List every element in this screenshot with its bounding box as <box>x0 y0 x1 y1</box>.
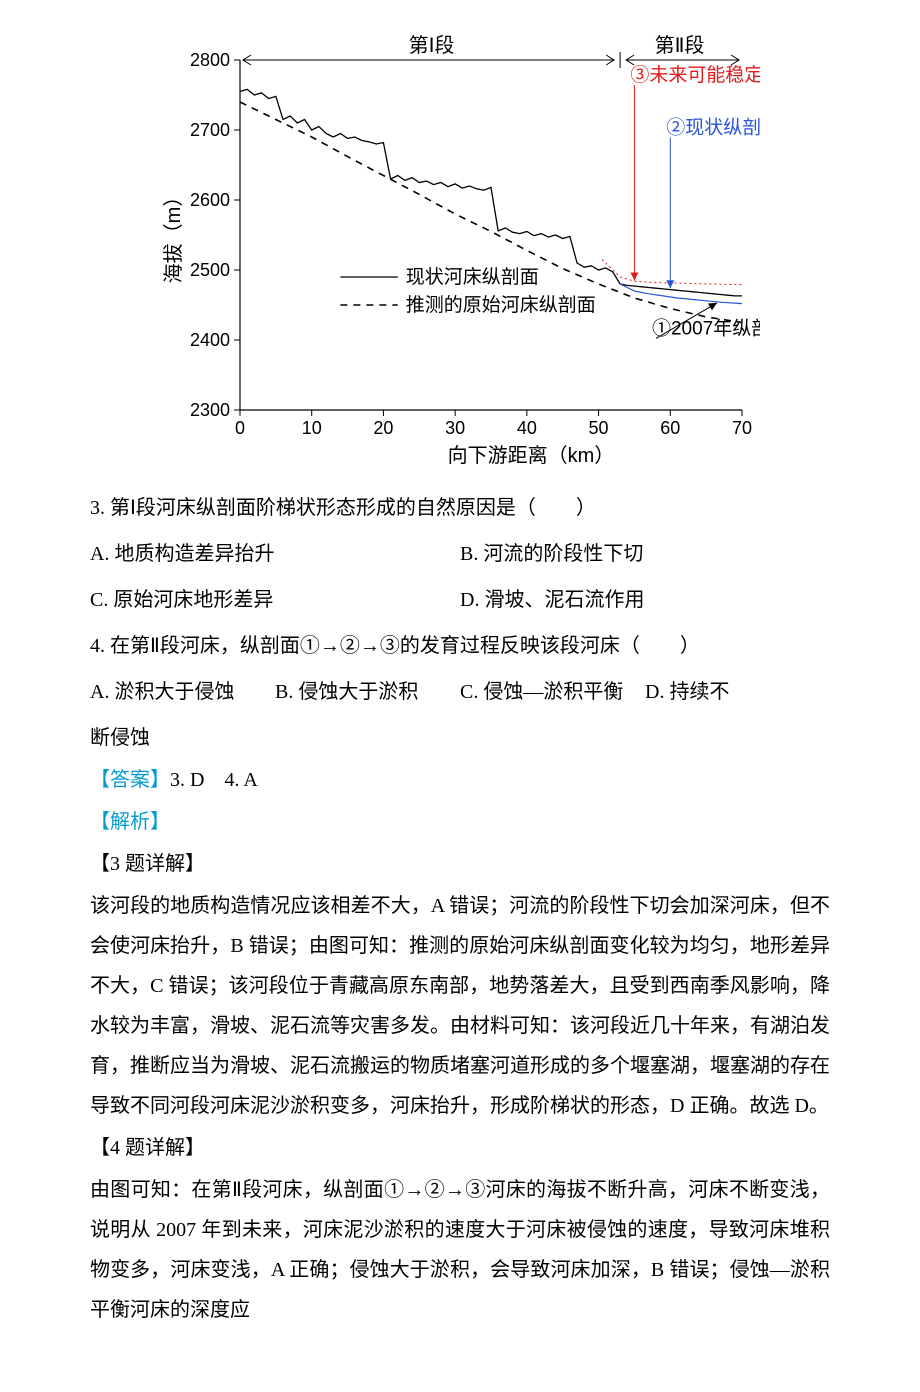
analysis-label: 【解析】 <box>90 802 830 842</box>
svg-text:2700: 2700 <box>190 120 230 140</box>
q4-opt-d-wrap: 断侵蚀 <box>90 718 830 758</box>
svg-text:现状河床纵剖面: 现状河床纵剖面 <box>406 266 539 288</box>
svg-text:2800: 2800 <box>190 50 230 70</box>
svg-text:海拔（m）: 海拔（m） <box>162 187 185 284</box>
detail4-title: 【4 题详解】 <box>90 1128 830 1168</box>
svg-text:2300: 2300 <box>190 400 230 420</box>
q4-opt-d: D. 持续不 <box>645 672 830 712</box>
detail3-para: 该河段的地质构造情况应该相差不大，A 错误；河流的阶段性下切会加深河床，但不会使… <box>90 886 830 1126</box>
q3-opt-a: A. 地质构造差异抬升 <box>90 534 460 574</box>
q4-opt-a: A. 淤积大于侵蚀 <box>90 672 275 712</box>
svg-text:0: 0 <box>235 418 245 438</box>
svg-text:10: 10 <box>302 418 322 438</box>
svg-text:2600: 2600 <box>190 190 230 210</box>
q4-opt-b: B. 侵蚀大于淤积 <box>275 672 460 712</box>
svg-text:向下游距离（km）: 向下游距离（km） <box>448 444 615 467</box>
svg-text:40: 40 <box>517 418 537 438</box>
q4-stem: 4. 在第Ⅱ段河床，纵剖面①→②→③的发育过程反映该段河床（ ） <box>90 626 830 666</box>
q4-options: A. 淤积大于侵蚀 B. 侵蚀大于淤积 C. 侵蚀—淤积平衡 D. 持续不 <box>90 672 830 712</box>
svg-text:60: 60 <box>660 418 680 438</box>
svg-text:③未来可能稳定状态纵剖面: ③未来可能稳定状态纵剖面 <box>630 64 760 86</box>
river-profile-chart: 0 10 20 30 40 50 60 70 2300 2400 2500 2600 2700 2800 向… <box>160 30 760 470</box>
q3-options-2: C. 原始河床地形差异 D. 滑坡、泥石流作用 <box>90 580 830 620</box>
detail3-title: 【3 题详解】 <box>90 844 830 884</box>
detail4-para: 由图可知：在第Ⅱ段河床，纵剖面①→②→③河床的海拔不断升高，河床不断变浅，说明从… <box>90 1170 830 1330</box>
svg-text:推测的原始河床纵剖面: 推测的原始河床纵剖面 <box>406 294 596 316</box>
q3-opt-b: B. 河流的阶段性下切 <box>460 534 830 574</box>
q3-opt-c: C. 原始河床地形差异 <box>90 580 460 620</box>
svg-text:30: 30 <box>445 418 465 438</box>
svg-text:①2007年纵剖面: ①2007年纵剖面 <box>652 317 760 339</box>
q3-opt-d: D. 滑坡、泥石流作用 <box>460 580 830 620</box>
svg-text:第Ⅱ段: 第Ⅱ段 <box>655 34 705 57</box>
svg-text:70: 70 <box>732 418 752 438</box>
svg-text:第Ⅰ段: 第Ⅰ段 <box>409 34 455 57</box>
svg-text:2500: 2500 <box>190 260 230 280</box>
q4-opt-c: C. 侵蚀—淤积平衡 <box>460 672 645 712</box>
answer-line: 【答案】3. D 4. A <box>90 760 830 800</box>
q3-stem: 3. 第Ⅰ段河床纵剖面阶梯状形态形成的自然原因是（ ） <box>90 488 830 528</box>
svg-text:20: 20 <box>373 418 393 438</box>
svg-text:2400: 2400 <box>190 330 230 350</box>
answer-label: 【答案】 <box>90 769 170 791</box>
q3-options: A. 地质构造差异抬升 B. 河流的阶段性下切 <box>90 534 830 574</box>
svg-text:②现状纵剖面: ②现状纵剖面 <box>666 117 760 139</box>
svg-text:50: 50 <box>589 418 609 438</box>
answer-text: 3. D 4. A <box>170 769 258 791</box>
